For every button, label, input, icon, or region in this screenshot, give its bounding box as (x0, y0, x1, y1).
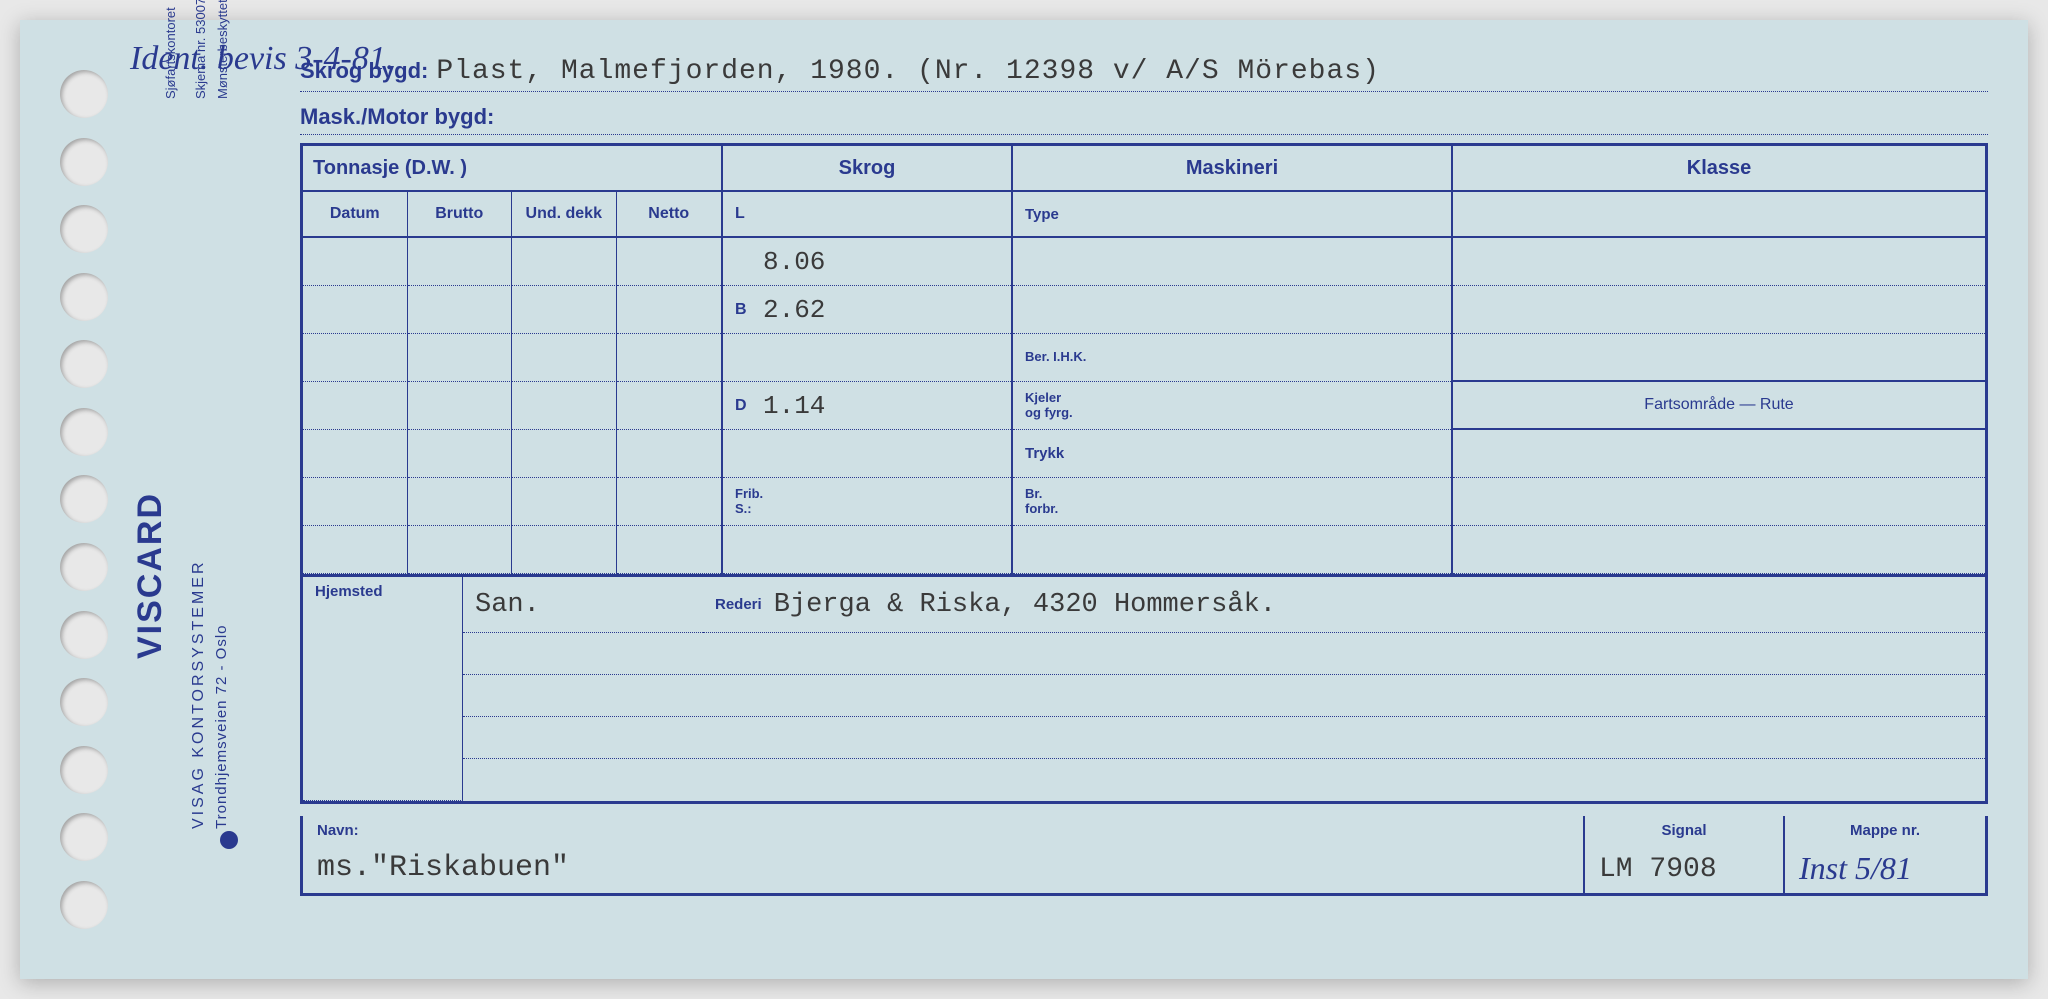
klasse-blank (1453, 192, 1985, 238)
klasse-blank (1453, 238, 1985, 286)
navn-label: Navn: (317, 822, 1569, 839)
hole (60, 678, 108, 726)
punch-holes (60, 70, 120, 929)
datum-label: Datum (303, 192, 408, 236)
label: Fartsområde — Rute (1644, 396, 1793, 414)
side-imprint: VISCARD VISAG KONTORSYSTEMER Trondhjemsv… (170, 20, 290, 979)
rederi-cell: Rederi Bjerga & Riska, 4320 Hommersåk. (703, 577, 1985, 633)
mask-motor-bygd-field: Mask./Motor bygd: (300, 98, 1988, 135)
br-label: Br.forbr. (1013, 478, 1451, 526)
tonnage-body (303, 238, 723, 574)
skrog-header: Skrog (723, 146, 1013, 192)
klasse-header: Klasse (1453, 146, 1985, 192)
mappe-cell: Mappe nr. Inst 5/81 (1785, 816, 1985, 893)
value: 8.06 (763, 247, 825, 277)
value: 1.14 (763, 391, 825, 421)
klasse-blank (1453, 286, 1985, 334)
skrog-blank (723, 430, 1011, 478)
side-text: VISAG KONTORSYSTEMER (190, 559, 208, 829)
index-card: VISCARD VISAG KONTORSYSTEMER Trondhjemsv… (20, 20, 2028, 979)
netto-label: Netto (617, 192, 722, 236)
hole (60, 138, 108, 186)
signal-label: Signal (1599, 822, 1769, 839)
hole (60, 205, 108, 253)
signal-value: LM 7908 (1599, 854, 1717, 885)
hjemsted-value-cell: San. (463, 577, 703, 633)
main-table: Tonnasje (D.W. ) Skrog Maskineri Klasse … (300, 143, 1988, 577)
skrog-L-value: 8.06 (723, 238, 1011, 286)
hole (60, 813, 108, 861)
field-value: Plast, Malmefjorden, 1980. (Nr. 12398 v/… (436, 56, 1380, 87)
mappe-label: Mappe nr. (1799, 822, 1971, 839)
blank-row (463, 759, 1985, 801)
value: 2.62 (763, 295, 825, 325)
blank-row (463, 675, 1985, 717)
mask-blank (1013, 286, 1451, 334)
signal-cell: Signal LM 7908 (1585, 816, 1785, 893)
label: B (735, 301, 753, 319)
mappe-value: Inst 5/81 (1799, 850, 1912, 887)
mask-blank (1013, 526, 1451, 574)
hole (60, 746, 108, 794)
label: Frib.S.: (735, 487, 763, 516)
tonnasje-header: Tonnasje (D.W. ) (303, 146, 723, 192)
hjemsted-label: Hjemsted (315, 583, 383, 600)
klasse-blank (1453, 430, 1985, 478)
top-fields: Skrog bygd: Plast, Malmefjorden, 1980. (… (300, 50, 1988, 135)
label: L (735, 205, 753, 223)
skrog-L-row: L (723, 192, 1011, 238)
skrog-blank (723, 334, 1011, 382)
hjemsted-value: San. (475, 590, 540, 620)
maskineri-header: Maskineri (1013, 146, 1453, 192)
type-label: Type (1013, 192, 1451, 238)
hole (60, 881, 108, 929)
hjemsted-section: Hjemsted San. Rederi Bjerga & Riska, 432… (300, 577, 1988, 804)
navn-value: ms."Riskabuen" (317, 851, 569, 885)
maskineri-column: Type Ber. I.H.K. Kjelerog fyrg. Trykk Br… (1013, 192, 1453, 574)
hjemsted-label-cell: Hjemsted (303, 577, 463, 801)
skrog-blank (723, 526, 1011, 574)
bottom-row: Navn: ms."Riskabuen" Signal LM 7908 Mapp… (300, 816, 1988, 896)
hole (60, 70, 108, 118)
mask-blank (1013, 238, 1451, 286)
kjeler-label: Kjelerog fyrg. (1013, 382, 1451, 430)
skrog-D-row: D 1.14 (723, 382, 1011, 430)
skrog-column: L 8.06 B 2.62 D 1.14 Frib.S.: (723, 192, 1013, 574)
hole (60, 408, 108, 456)
klasse-blank (1453, 478, 1985, 526)
hole (60, 543, 108, 591)
ber-label: Ber. I.H.K. (1013, 334, 1451, 382)
brand-logo: VISCARD (131, 492, 170, 659)
field-label: Mask./Motor bygd: (300, 104, 494, 130)
label: D (735, 397, 753, 415)
side-text: Trondhjemsveien 72 - Oslo (213, 624, 230, 829)
hole (60, 611, 108, 659)
klasse-blank (1453, 334, 1985, 382)
form-area: Ident. bevis 3-4-81. Skrog bygd: Plast, … (300, 50, 1988, 949)
rederi-label: Rederi (715, 596, 762, 613)
field-label: Skrog bygd: (300, 58, 428, 84)
rederi-value: Bjerga & Riska, 4320 Hommersåk. (774, 590, 1276, 620)
dot-icon (220, 831, 238, 849)
tonnage-subheader: Datum Brutto Und. dekk Netto (303, 192, 723, 238)
blank-row (463, 633, 1985, 675)
klasse-blank (1453, 526, 1985, 574)
hole (60, 340, 108, 388)
skrog-frib-row: Frib.S.: (723, 478, 1011, 526)
und-dekk-label: Und. dekk (512, 192, 617, 236)
brutto-label: Brutto (408, 192, 513, 236)
blank-row (463, 717, 1985, 759)
skrog-B-row: B 2.62 (723, 286, 1011, 334)
klasse-column: Fartsområde — Rute (1453, 192, 1985, 574)
hole (60, 475, 108, 523)
trykk-label: Trykk (1013, 430, 1451, 478)
hole (60, 273, 108, 321)
skrog-bygd-field: Skrog bygd: Plast, Malmefjorden, 1980. (… (300, 50, 1988, 92)
fartsomrade-label: Fartsområde — Rute (1453, 382, 1985, 430)
navn-cell: Navn: ms."Riskabuen" (303, 816, 1585, 893)
